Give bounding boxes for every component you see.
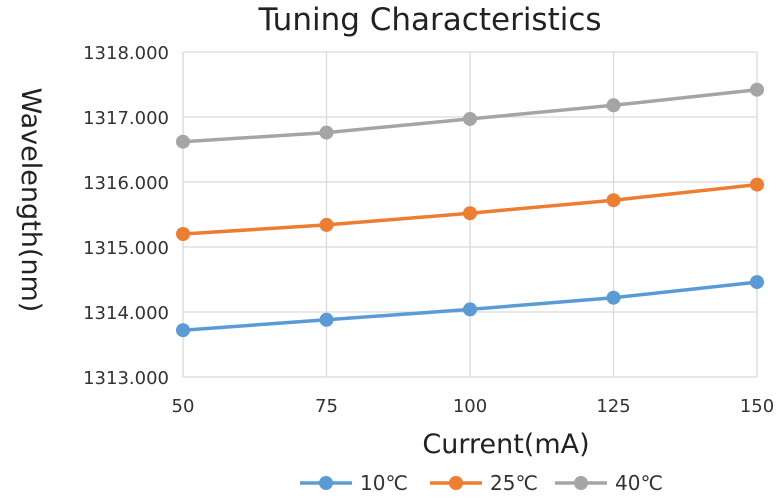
data-point	[606, 290, 621, 305]
y-tick-label: 1314.000	[83, 303, 169, 324]
series-group	[176, 82, 764, 338]
data-point	[319, 312, 334, 327]
legend-label: 40℃	[615, 471, 663, 495]
data-point	[176, 323, 190, 338]
data-point	[463, 302, 477, 317]
data-point	[463, 111, 477, 126]
data-point	[606, 193, 621, 208]
y-tick-label: 1316.000	[83, 173, 169, 194]
data-point	[176, 227, 190, 241]
x-tick-label: 100	[453, 396, 487, 417]
x-tick-label: 150	[740, 396, 774, 417]
data-point	[606, 98, 621, 113]
legend-label: 25℃	[490, 471, 538, 495]
x-axis-label: Current(mA)	[422, 429, 589, 460]
legend: 10℃ 25℃ 40℃	[300, 471, 663, 495]
legend-marker	[449, 476, 463, 490]
y-tick-label: 1315.000	[83, 238, 169, 259]
x-tick-labels: 50 75 100 125 150	[172, 396, 775, 417]
data-point	[750, 275, 764, 290]
chart-title: Tuning Characteristics	[257, 2, 601, 38]
data-point	[319, 125, 334, 140]
x-tick-label: 50	[172, 396, 195, 417]
data-point	[750, 177, 764, 192]
x-tick-label: 125	[596, 396, 630, 417]
y-axis-label: Wavelength(nm)	[15, 88, 46, 313]
data-point	[319, 217, 334, 232]
data-point	[463, 206, 477, 221]
y-tick-label: 1318.000	[83, 43, 169, 64]
y-tick-labels: 1313.000 1314.000 1315.000 1316.000 1317.000…	[83, 43, 169, 389]
data-point	[176, 134, 190, 149]
legend-marker	[574, 476, 588, 490]
x-tick-label: 75	[315, 396, 338, 417]
y-tick-label: 1317.000	[83, 108, 169, 129]
legend-label: 10℃	[360, 471, 408, 495]
data-point	[750, 82, 764, 97]
y-tick-label: 1313.000	[83, 368, 169, 389]
legend-marker	[319, 476, 333, 490]
